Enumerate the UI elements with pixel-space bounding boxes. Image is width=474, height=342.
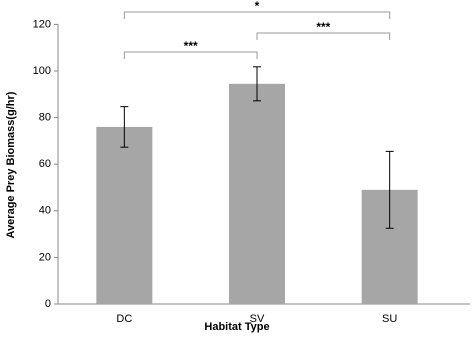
error-bar: [120, 106, 129, 148]
y-tick-label: 60: [39, 158, 51, 170]
x-axis-title: Habitat Type: [204, 321, 269, 333]
significance-label: ***: [316, 20, 330, 34]
significance-bracket: [256, 32, 391, 40]
bar: [96, 126, 153, 304]
error-bar: [253, 66, 261, 102]
bar: [229, 83, 285, 304]
y-tick-label: 40: [39, 205, 51, 217]
y-tick-label: 80: [39, 112, 51, 124]
significance-label: ***: [184, 39, 198, 53]
significance-label: *: [255, 0, 260, 13]
x-tick-label: SV: [250, 313, 265, 325]
significance-bracket: [123, 51, 258, 59]
x-tick-label: DC: [116, 313, 132, 325]
y-tick-label: 120: [33, 18, 51, 30]
x-tick-label: SU: [382, 313, 397, 325]
y-tick-label: 100: [33, 65, 51, 77]
significance-bracket: [123, 11, 391, 19]
y-tick-label: 20: [39, 251, 51, 263]
y-tick-label: 0: [45, 298, 51, 310]
error-bar: [385, 150, 394, 229]
y-axis-title: Average Prey Biomass(g/hr): [5, 91, 17, 238]
